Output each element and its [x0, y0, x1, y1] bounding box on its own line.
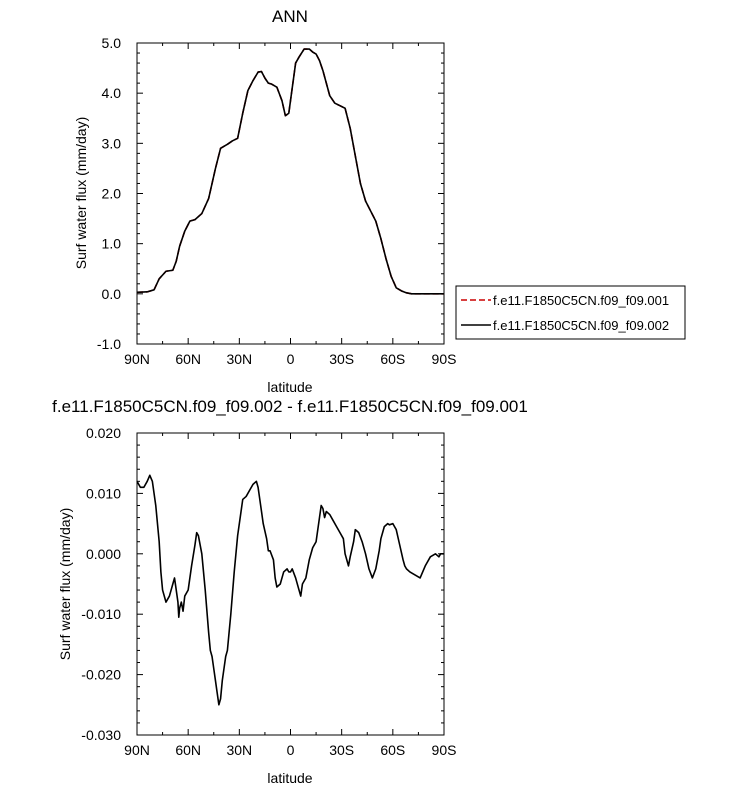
bottom-x-tick-label: 30S — [329, 742, 354, 758]
top-x-tick-label: 90S — [432, 351, 457, 367]
legend-label-series-001: f.e11.F1850C5CN.f09_f09.001 — [493, 293, 669, 308]
top-x-tick-label: 30N — [226, 351, 252, 367]
top-y-tick-label: 0.0 — [102, 286, 122, 302]
legend-box — [455, 285, 686, 340]
top-plot-frame — [136, 42, 445, 345]
bottom-series-group — [136, 474, 444, 706]
top-panel: ANN 90N 60N 30N 0 30S 60S 90S -1.0 0.0 1.0 2.0 3.0 4… — [73, 7, 686, 395]
bottom-x-tick-label: 60S — [380, 742, 405, 758]
bottom-y-axis-label: Surf water flux (mm/day) — [57, 508, 73, 660]
bottom-chart-title: f.e11.F1850C5CN.f09_f09.002 - f.e11.F185… — [52, 397, 528, 416]
legend: f.e11.F1850C5CN.f09_f09.001 f.e11.F1850C… — [455, 285, 686, 340]
top-series-line-1 — [136, 48, 444, 295]
top-y-tick-label: 2.0 — [102, 186, 122, 202]
top-y-tick-label: 3.0 — [102, 135, 122, 151]
top-x-tick-label: 90N — [124, 351, 150, 367]
top-x-tick-label: 30S — [329, 351, 354, 367]
bottom-x-tick-label: 0 — [287, 742, 295, 758]
bottom-y-tick-label: 0.010 — [86, 485, 121, 501]
bottom-x-axis-label: latitude — [267, 770, 312, 786]
top-chart-title: ANN — [272, 7, 308, 26]
bottom-series-line-1 — [136, 474, 444, 706]
bottom-x-tick-label: 90S — [432, 742, 457, 758]
top-axis-ticks: 90N 60N 30N 0 30S 60S 90S -1.0 0.0 1.0 2.0 3.0 4.0 5.… — [97, 35, 457, 367]
bottom-y-tick-label: -0.010 — [81, 606, 121, 622]
bottom-y-tick-label: -0.030 — [81, 727, 121, 743]
top-y-tick-label: 1.0 — [102, 236, 122, 252]
bottom-plot-frame — [136, 432, 445, 736]
bottom-axis-ticks: 90N 60N 30N 0 30S 60S 90S -0.030 -0.020 -0.010 0.0… — [81, 425, 456, 758]
top-series-line-2 — [136, 48, 444, 295]
bottom-y-tick-label: 0.000 — [86, 546, 121, 562]
bottom-x-tick-label: 30N — [226, 742, 252, 758]
bottom-x-tick-label: 60N — [175, 742, 201, 758]
top-y-tick-label: -1.0 — [97, 336, 121, 352]
bottom-y-tick-label: -0.020 — [81, 667, 121, 683]
top-x-tick-label: 0 — [287, 351, 295, 367]
top-x-tick-label: 60N — [175, 351, 201, 367]
top-x-axis-label: latitude — [267, 379, 312, 395]
top-y-tick-label: 4.0 — [102, 85, 122, 101]
bottom-y-tick-label: 0.020 — [86, 425, 121, 441]
top-y-axis-label: Surf water flux (mm/day) — [73, 117, 89, 269]
bottom-panel: f.e11.F1850C5CN.f09_f09.002 - f.e11.F185… — [52, 397, 528, 786]
top-y-tick-label: 5.0 — [102, 35, 122, 51]
legend-label-series-002: f.e11.F1850C5CN.f09_f09.002 — [493, 318, 669, 333]
bottom-x-tick-label: 90N — [124, 742, 150, 758]
top-x-tick-label: 60S — [380, 351, 405, 367]
top-series-group — [136, 48, 444, 295]
